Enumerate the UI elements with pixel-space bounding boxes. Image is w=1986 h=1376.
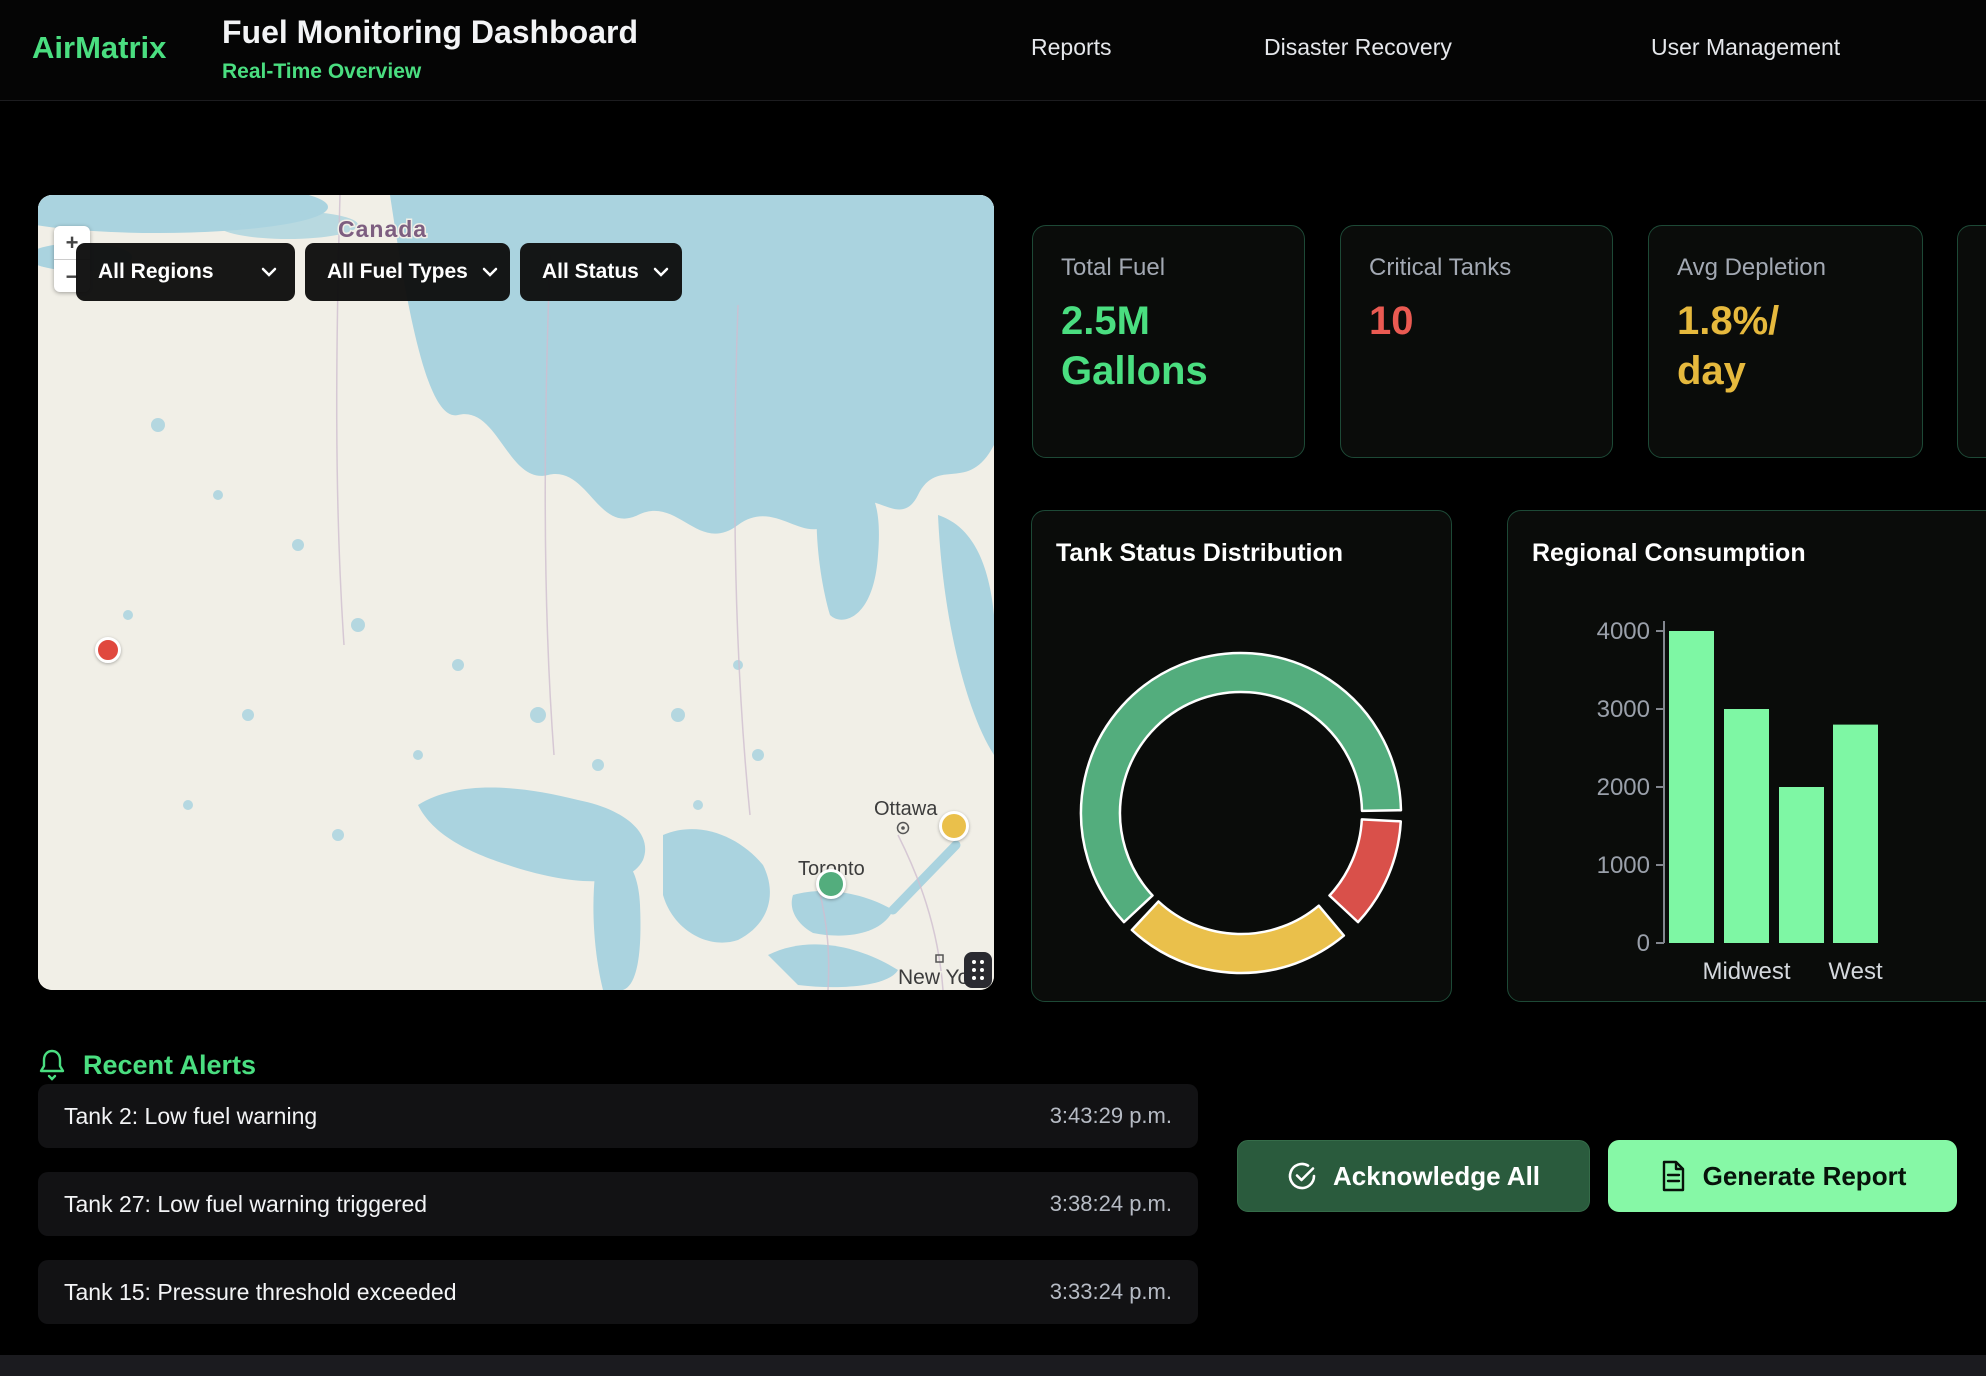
page-title: Fuel Monitoring Dashboard [222, 14, 638, 51]
fuel-monitoring-dashboard: AirMatrix Fuel Monitoring Dashboard Real… [0, 0, 1986, 1376]
x-tick-label: West [1828, 958, 1883, 985]
app-header: AirMatrix Fuel Monitoring Dashboard Real… [0, 0, 1986, 101]
y-tick-label: 3000 [1597, 696, 1650, 723]
alert-time: 3:43:29 p.m. [1050, 1103, 1172, 1129]
page-subtitle: Real-Time Overview [222, 60, 421, 84]
nav-user-management[interactable]: User Management [1651, 34, 1840, 61]
donut-segment-yellow [1132, 901, 1344, 973]
alert-time: 3:38:24 p.m. [1050, 1191, 1172, 1217]
fuel-type-filter-value: All Fuel Types [327, 260, 468, 284]
alert-row[interactable]: Tank 2: Low fuel warning 3:43:29 p.m. [38, 1084, 1198, 1148]
nav-reports[interactable]: Reports [1031, 34, 1112, 61]
acknowledge-all-button[interactable]: Acknowledge All [1237, 1140, 1590, 1212]
bar-region-1 [1724, 709, 1769, 943]
chevron-down-icon [261, 267, 277, 277]
alert-text: Tank 15: Pressure threshold exceeded [64, 1279, 457, 1306]
stat-value-avg-depletion: 1.8%/day [1677, 296, 1894, 396]
y-tick-label: 2000 [1597, 774, 1650, 801]
generate-report-label: Generate Report [1703, 1161, 1907, 1192]
stat-value-total-fuel: 2.5MGallons [1061, 296, 1276, 396]
y-tick-label: 0 [1637, 930, 1650, 957]
generate-report-button[interactable]: Generate Report [1608, 1140, 1957, 1212]
status-filter-value: All Status [542, 260, 639, 284]
regional-consumption-card: Regional Consumption 01000200030004000Mi… [1507, 510, 1986, 1002]
bottom-bar [0, 1355, 1986, 1376]
alerts-section-title: Recent Alerts [83, 1050, 256, 1081]
app-logo[interactable]: AirMatrix [32, 30, 166, 66]
y-tick-label: 1000 [1597, 852, 1650, 879]
bar-region-2 [1779, 787, 1824, 943]
x-tick-label: Midwest [1702, 958, 1790, 985]
stat-card-critical-tanks: Critical Tanks 10 [1340, 225, 1613, 458]
map-canvas: Canada Ottawa Toronto New York [38, 195, 994, 990]
alert-row[interactable]: Tank 27: Low fuel warning triggered 3:38… [38, 1172, 1198, 1236]
map-panel[interactable]: Canada Ottawa Toronto New York + − All R… [38, 195, 994, 990]
tank-marker-yellow[interactable] [939, 811, 969, 841]
bell-icon [38, 1048, 66, 1087]
stat-label: Critical Tanks [1369, 254, 1584, 282]
tank-marker-green[interactable] [816, 869, 846, 899]
donut-chart [1032, 511, 1451, 1001]
tank-marker-red[interactable] [95, 637, 121, 663]
chevron-down-icon [653, 267, 669, 277]
map-label-country: Canada [338, 216, 427, 242]
bar-region-0 [1669, 631, 1714, 943]
tank-status-card: Tank Status Distribution [1031, 510, 1452, 1002]
alert-text: Tank 27: Low fuel warning triggered [64, 1191, 427, 1218]
chevron-down-icon [482, 267, 498, 277]
fuel-type-filter-select[interactable]: All Fuel Types [305, 243, 510, 301]
check-circle-icon [1287, 1161, 1317, 1191]
stat-card-partial [1957, 225, 1986, 458]
bar-chart: 0 1000 2000 3000 4000 Midwest West [1508, 511, 1986, 1001]
acknowledge-all-label: Acknowledge All [1333, 1161, 1540, 1192]
nav-disaster-recovery[interactable]: Disaster Recovery [1264, 34, 1452, 61]
donut-segment-red [1329, 819, 1400, 922]
map-label-ottawa: Ottawa [874, 798, 938, 820]
alert-text: Tank 2: Low fuel warning [64, 1103, 317, 1130]
stat-label: Avg Depletion [1677, 254, 1894, 282]
stat-label: Total Fuel [1061, 254, 1276, 282]
bar-region-3 [1833, 725, 1878, 943]
region-filter-select[interactable]: All Regions [76, 243, 295, 301]
status-filter-select[interactable]: All Status [520, 243, 682, 301]
y-tick-label: 4000 [1597, 618, 1650, 645]
stat-card-avg-depletion: Avg Depletion 1.8%/day [1648, 225, 1923, 458]
alert-row[interactable]: Tank 15: Pressure threshold exceeded 3:3… [38, 1260, 1198, 1324]
region-filter-value: All Regions [98, 260, 214, 284]
stat-card-total-fuel: Total Fuel 2.5MGallons [1032, 225, 1305, 458]
alert-time: 3:33:24 p.m. [1050, 1279, 1172, 1305]
resize-drag-handle[interactable] [964, 952, 992, 988]
document-icon [1659, 1160, 1687, 1192]
stat-value-critical-tanks: 10 [1369, 296, 1584, 346]
